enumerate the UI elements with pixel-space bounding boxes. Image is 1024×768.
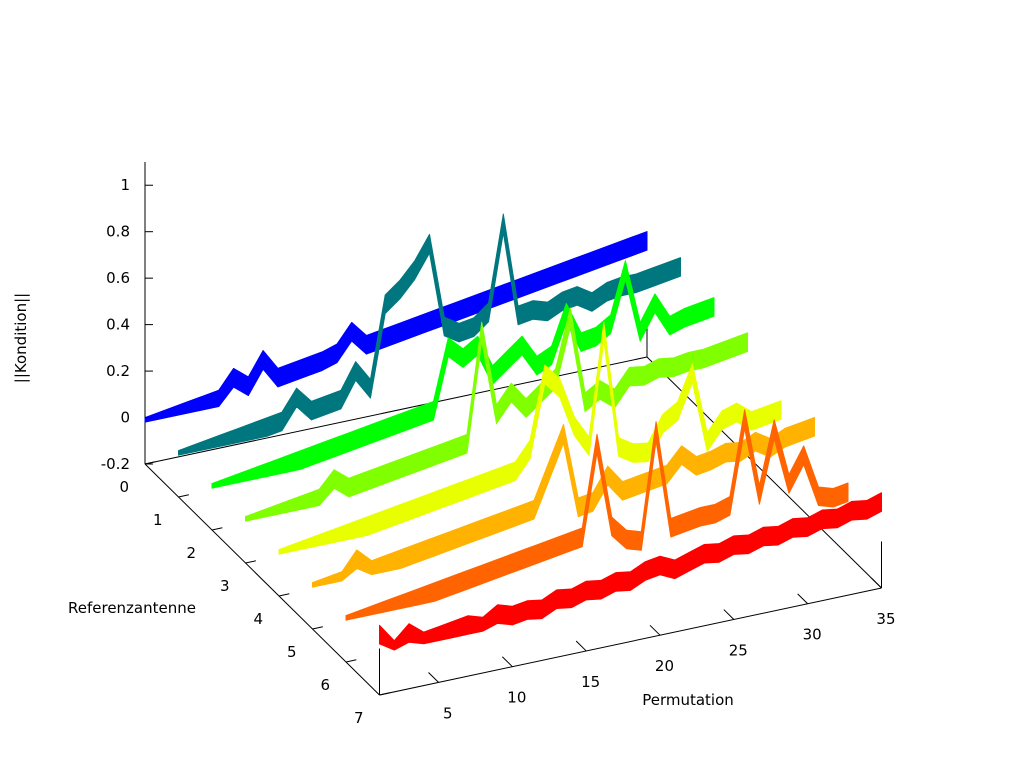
x-tick-label: 30 (803, 626, 822, 644)
z-tick-label: 0.6 (106, 269, 130, 287)
series-2-area (211, 260, 715, 489)
y-tick-label: 2 (186, 544, 196, 562)
x-tick-label: 10 (507, 689, 526, 707)
series-3-area (245, 307, 748, 522)
y-tick-mark (278, 593, 290, 597)
series-1-area (178, 213, 681, 456)
y-tick-label: 3 (220, 577, 230, 595)
x-tick-label: 25 (729, 641, 748, 659)
series-5-area (312, 416, 815, 588)
y-tick-label: 5 (287, 643, 297, 661)
y-tick-mark (144, 461, 156, 465)
series-6-area (345, 409, 849, 621)
x-axis-label: Permutation (642, 691, 734, 709)
y-axis-label: Referenzantenne (68, 599, 196, 617)
y-tick-mark (245, 560, 256, 564)
x-tick-mark (575, 640, 587, 652)
y-tick-mark (345, 659, 357, 663)
y-tick-label: 6 (320, 676, 330, 694)
x-tick-label: 35 (876, 610, 895, 628)
y-tick-label: 4 (253, 610, 263, 628)
z-tick-label: 0.4 (106, 316, 130, 334)
series-7-area (379, 492, 882, 651)
y-axis-line (144, 463, 380, 696)
y-tick-label: 7 (354, 709, 364, 727)
y-tick-mark (312, 626, 323, 630)
x-tick-mark (723, 609, 735, 620)
x-tick-mark (797, 593, 809, 605)
y-tick-mark (178, 494, 189, 498)
y-tick-label: 0 (119, 478, 129, 496)
z-tick-label: 0.8 (106, 223, 130, 241)
z-tick-label: -0.2 (101, 455, 130, 473)
x-tick-label: 15 (581, 673, 600, 691)
x-tick-mark (501, 656, 513, 668)
z-tick-label: 1 (120, 176, 130, 194)
series-0-area (144, 231, 648, 423)
y-tick-mark (379, 692, 390, 696)
x-tick-label: 20 (655, 657, 674, 675)
series-layer (144, 213, 882, 651)
x-tick-mark (871, 577, 882, 589)
series-4-area (278, 321, 782, 555)
x-tick-label: 5 (443, 704, 453, 722)
z-tick-label: 0.2 (106, 362, 130, 380)
y-tick-label: 1 (153, 511, 163, 529)
x-axis-line (379, 587, 882, 696)
y-tick-mark (211, 527, 223, 531)
x-tick-mark (428, 672, 439, 683)
back-base-edge (144, 356, 648, 465)
z-axis-label: ||Kondition|| (12, 293, 30, 383)
z-tick-label: 0 (120, 409, 130, 427)
x-tick-mark (649, 624, 661, 636)
